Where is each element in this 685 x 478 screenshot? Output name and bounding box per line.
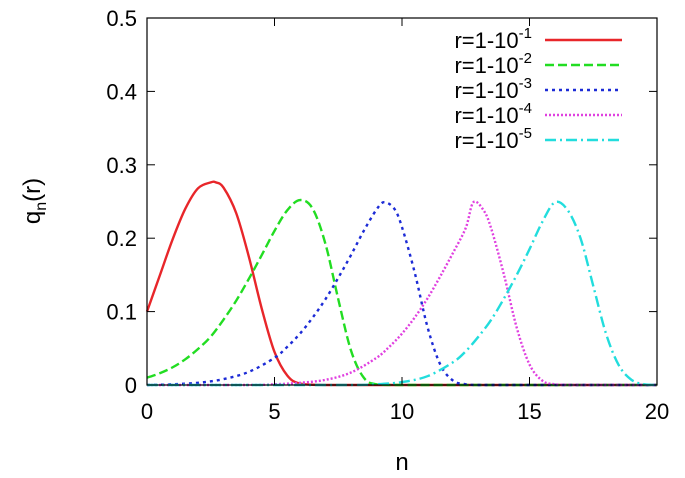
legend-label-4: r=1-10-4 (454, 100, 532, 128)
x-tick-label: 15 (517, 399, 541, 424)
y-tick-label: 0.5 (106, 6, 137, 31)
x-tick-label: 10 (390, 399, 414, 424)
x-tick-label: 20 (645, 399, 669, 424)
series-line-4 (147, 200, 657, 387)
series-line-1 (145, 180, 657, 387)
ticks-layer: 0 5 10 15 20 0 0.1 0.2 0.3 0.4 0.5 (106, 6, 669, 424)
y-tick-label: 0.1 (106, 300, 137, 325)
legend-label-5: r=1-10-5 (454, 125, 532, 153)
x-tick-label: 0 (141, 399, 153, 424)
series-layer (145, 180, 658, 387)
plot-frame (146, 17, 658, 386)
legend: r=1-10-1r=1-10-2r=1-10-3r=1-10-4r=1-10-5 (454, 25, 622, 153)
y-tick-label: 0.3 (106, 153, 137, 178)
legend-label-3: r=1-10-3 (454, 75, 532, 103)
series-line-3 (146, 201, 657, 387)
legend-label-1: r=1-10-1 (454, 25, 532, 53)
y-axis-label: qn(r) (19, 178, 50, 224)
series-line-5 (147, 200, 658, 387)
y-tick-label: 0 (125, 373, 137, 398)
legend-label-2: r=1-10-2 (454, 50, 532, 78)
y-tick-label: 0.2 (106, 226, 137, 251)
x-tick-label: 5 (268, 399, 280, 424)
x-axis-label: n (395, 449, 408, 476)
y-tick-label: 0.4 (106, 79, 137, 104)
